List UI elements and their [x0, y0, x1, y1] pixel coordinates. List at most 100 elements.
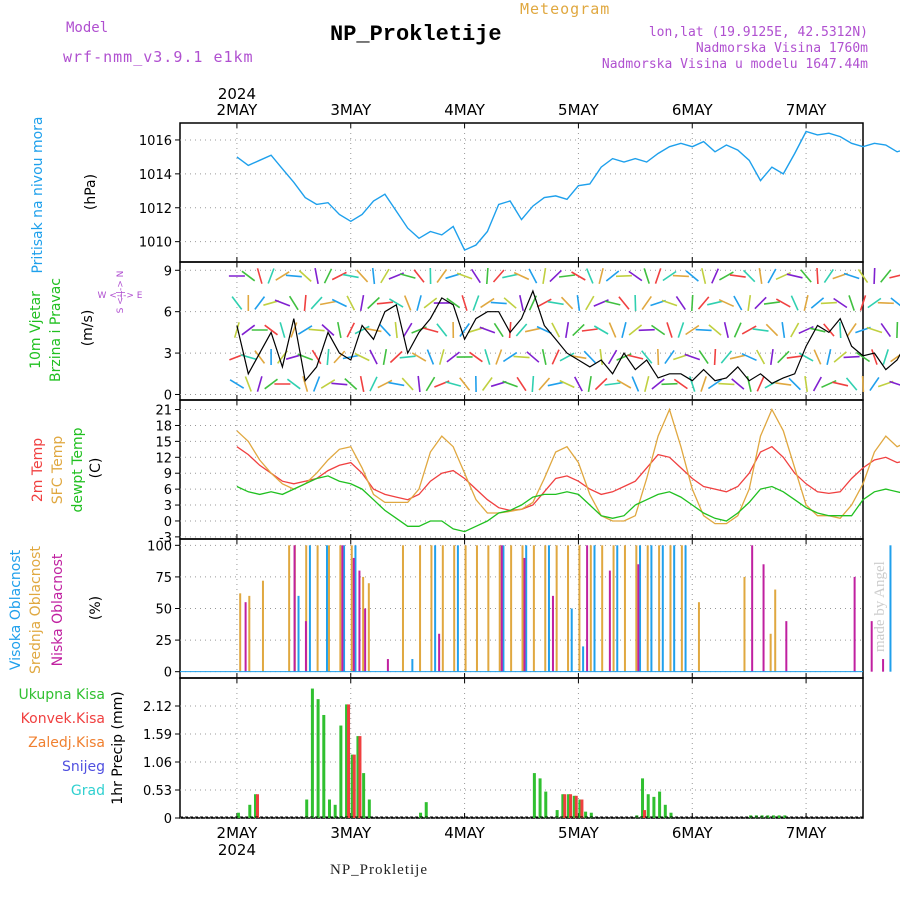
wind-arrow	[286, 378, 301, 390]
wind-arrow	[775, 382, 792, 386]
precip-total-bar	[532, 773, 536, 818]
x-tick-label: 4MAY	[444, 101, 486, 119]
wind-arrow	[371, 267, 376, 285]
wind-arrow	[741, 325, 757, 335]
cloud-mid-bar	[248, 595, 251, 672]
wind-arrow	[346, 322, 356, 338]
precip-total-bar	[783, 815, 787, 818]
wind-arrow	[890, 297, 900, 307]
panel-frame	[179, 677, 864, 819]
wind-arrow	[469, 351, 483, 363]
x-tick-label: 4MAY	[444, 824, 486, 842]
y-tick-label: 75	[155, 571, 172, 586]
cloud-unit-label: (%)	[88, 596, 104, 620]
wind-arrow	[461, 295, 468, 311]
wind-arrow	[599, 348, 603, 366]
wind-arrow	[664, 349, 675, 365]
cloud-high-bar	[684, 545, 687, 672]
wind-arrow	[377, 379, 393, 389]
cloud-low-bar	[386, 659, 389, 672]
wind-arrow	[685, 324, 700, 336]
cloud-low-bar	[438, 633, 441, 672]
wind-arrow	[481, 377, 493, 391]
precip-total-bar	[561, 794, 565, 818]
wind-arrow	[233, 322, 240, 338]
wind-arrow	[718, 298, 735, 308]
wind-arrow	[803, 295, 809, 311]
wind-arrow	[833, 351, 847, 363]
wind-arrow	[643, 268, 650, 284]
wind-arrow	[729, 274, 746, 278]
cloud-mid-bar	[316, 545, 319, 672]
cloud-high-bar	[308, 545, 311, 672]
wind-arrow	[604, 300, 621, 306]
wind-arrow	[436, 269, 448, 283]
cloud-low-bar	[551, 595, 554, 672]
cloud-high-bar	[582, 646, 585, 672]
cloud-mid-bar	[261, 580, 264, 672]
wind-arrow	[513, 355, 530, 359]
wind-arrow	[326, 348, 330, 366]
precip-total-bar	[367, 799, 371, 818]
y-tick-label: 3	[164, 347, 172, 362]
wind-arrow	[691, 294, 694, 312]
wind-arrow	[701, 268, 707, 284]
cloud-low-bar	[500, 545, 503, 672]
precip-total-bar	[646, 794, 650, 818]
x-year-label: 2024	[218, 841, 256, 859]
temp-sfc-axis-label: SFC Temp	[50, 436, 66, 505]
cloud-high-bar	[616, 545, 619, 672]
y-tick-label: 9	[164, 264, 172, 279]
wind-arrow	[321, 324, 335, 336]
wind-arrow	[742, 269, 756, 283]
precip-conv-bar	[358, 736, 362, 818]
precip-total-bar	[345, 704, 349, 818]
y-tick-label: 50	[155, 603, 172, 618]
cloud-mid-bar	[680, 545, 683, 672]
footer-title: NP_Prokletije	[330, 862, 428, 878]
wind-arrow	[538, 377, 551, 391]
wind-arrow	[456, 272, 473, 280]
cloud-low-bar	[762, 564, 765, 672]
model-altitude-label: Nadmorska Visina u modelu 1647.44m	[601, 57, 868, 72]
wind-arrow	[775, 271, 791, 281]
precip-total-bar	[350, 754, 354, 818]
wind-arrow	[436, 323, 448, 337]
wind-arrow	[731, 378, 745, 390]
cloud-high-bar	[343, 545, 346, 672]
wind-arrow	[651, 324, 666, 336]
wind-arrow	[585, 268, 594, 284]
wind-arrow	[331, 271, 347, 281]
cloud-mid-bar	[498, 545, 501, 672]
wind-arrow	[403, 295, 412, 311]
precip-total-bar	[424, 802, 428, 818]
cloud-high-bar	[593, 545, 596, 672]
x-tick-label: 5MAY	[558, 824, 600, 842]
cloud-low-bar	[341, 545, 344, 672]
wind-arrow	[820, 301, 837, 305]
wind-arrow	[583, 350, 596, 364]
wind-arrow	[604, 382, 621, 386]
wind-arrow	[298, 270, 312, 282]
wind-arrow	[388, 381, 405, 387]
wind-arrow	[359, 375, 365, 393]
wind-arrow	[763, 301, 781, 305]
chart-title: NP_Prokletije	[330, 22, 502, 47]
wind-arrow	[608, 322, 617, 338]
cloud-mid-bar	[774, 589, 777, 672]
y-tick-label: 12	[155, 451, 172, 466]
wind-arrow	[354, 325, 370, 335]
cloud-mid-bar	[669, 545, 672, 672]
cloud-high-bar	[525, 545, 528, 672]
wind-arrow	[446, 297, 461, 309]
cloud-mid-bar	[601, 545, 604, 672]
precip-total-bar	[253, 794, 257, 818]
cloud-high-bar	[650, 545, 653, 672]
wind-arrow	[402, 322, 413, 338]
wind-arrow	[528, 268, 538, 284]
wind-arrow	[598, 268, 604, 284]
wind-arrow	[627, 354, 644, 360]
cloud-low-bar	[870, 621, 873, 672]
cloud-high-axis-label: Visoka Oblacnost	[8, 549, 24, 670]
